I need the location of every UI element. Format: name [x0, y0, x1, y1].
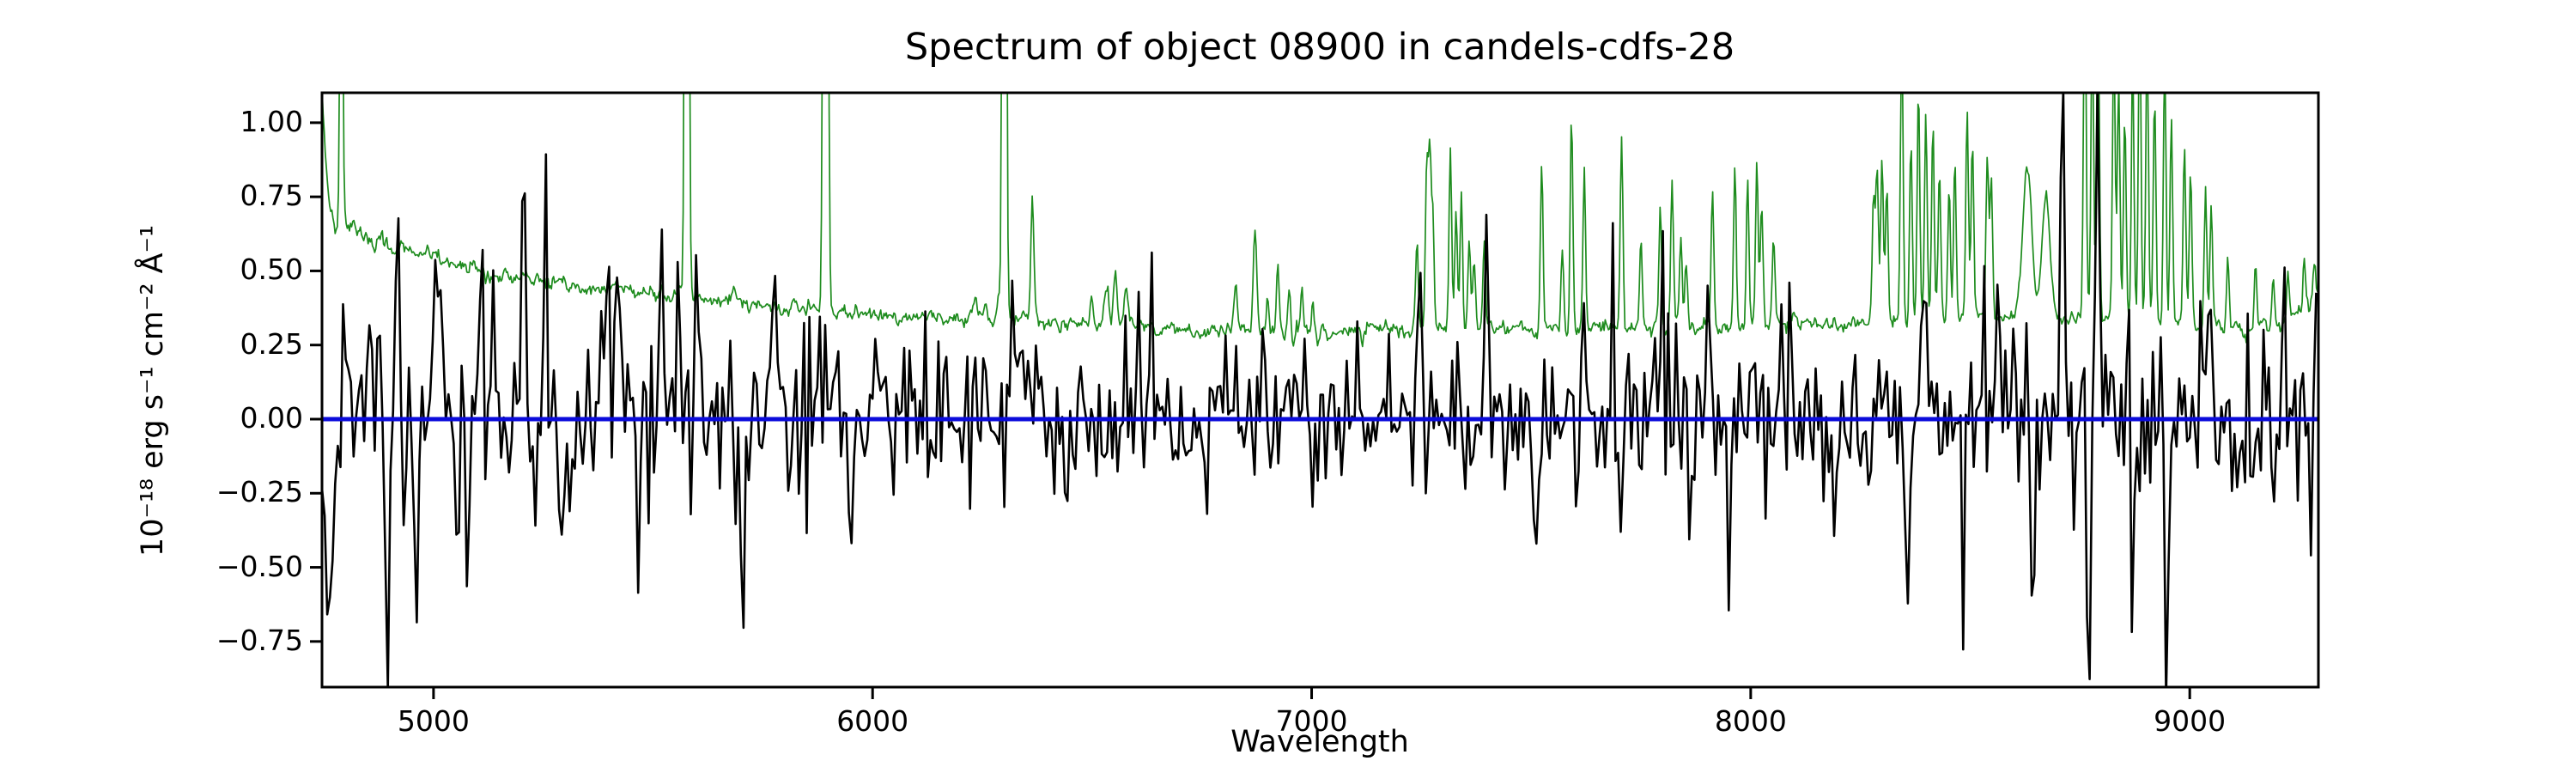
axes-spines	[320, 91, 2320, 689]
x-tick-label: 6000	[836, 704, 909, 738]
y-tick-label: −0.25	[216, 475, 303, 509]
object-spectrum-line	[322, 93, 2318, 687]
y-axis-label: 10⁻¹⁸ erg s⁻¹ cm⁻² Å⁻¹	[136, 224, 170, 557]
y-tick-label: 0.75	[240, 179, 303, 213]
plot-area	[322, 93, 2318, 687]
y-tick-label: −0.75	[216, 623, 303, 657]
x-axis-label: Wavelength	[1230, 725, 1409, 759]
y-tick-label: 0.00	[240, 400, 303, 435]
axes-frame	[310, 91, 2320, 699]
y-tick-label: 1.00	[240, 104, 303, 138]
plot-title: Spectrum of object 08900 in candels-cdfs…	[904, 26, 1735, 69]
x-tick-label: 7000	[1275, 704, 1348, 738]
y-tick-label: 0.25	[240, 326, 303, 361]
y-tick-label: −0.50	[216, 549, 303, 583]
x-tick-label: 8000	[1714, 704, 1787, 738]
x-tick-label: 9000	[2154, 704, 2227, 738]
y-tick-label: 0.50	[240, 253, 303, 287]
x-tick-label: 5000	[397, 704, 470, 738]
